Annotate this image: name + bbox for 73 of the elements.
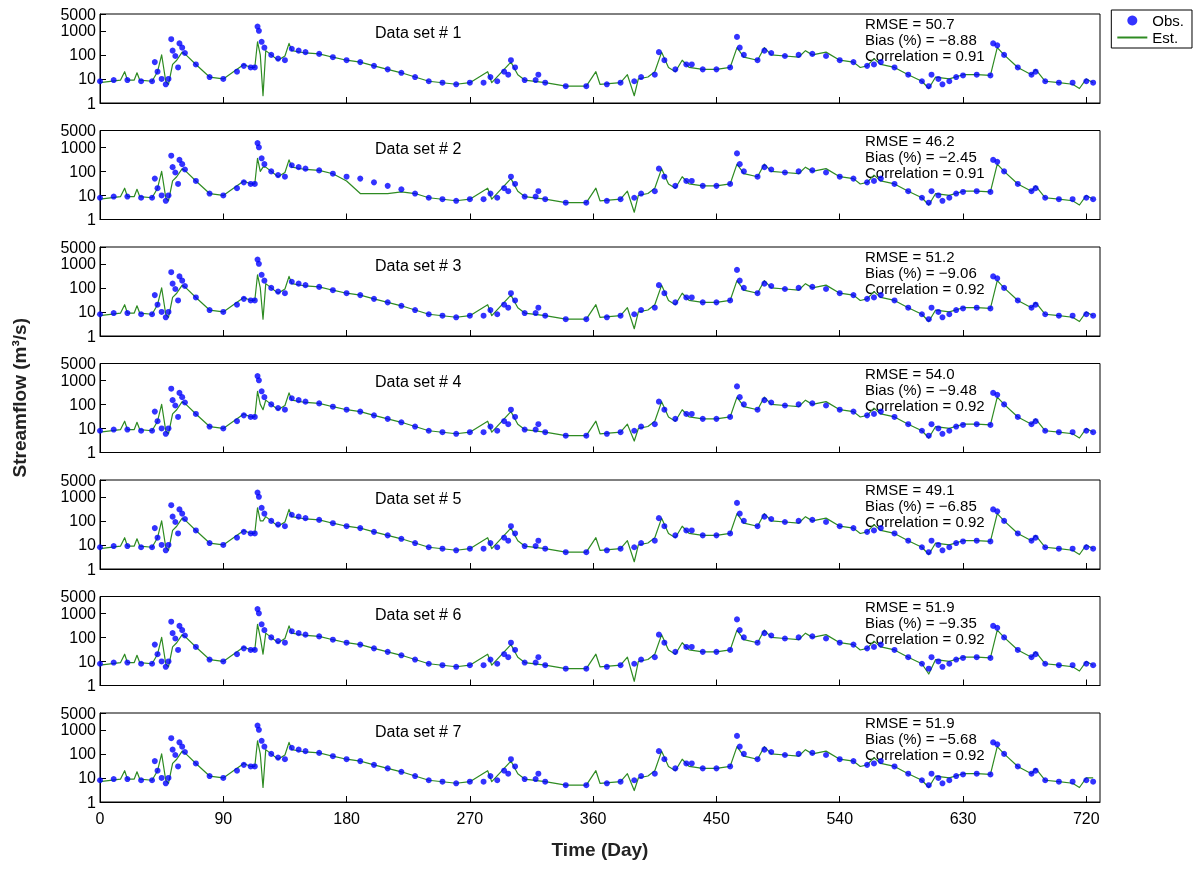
y-tick-label: 5000 bbox=[60, 704, 97, 722]
y-tick-label: 1 bbox=[87, 94, 97, 112]
x-tick-label: 720 bbox=[1072, 809, 1100, 827]
annotation: RMSE = 46.2 bbox=[865, 131, 955, 149]
y-tick-label: 1000 bbox=[60, 721, 97, 739]
y-tick-label: 10 bbox=[78, 419, 97, 437]
y-tick-label: 1000 bbox=[60, 22, 97, 40]
y-tick-label: 1000 bbox=[60, 371, 97, 389]
x-tick-label: 0 bbox=[95, 809, 105, 827]
y-tick-label: 100 bbox=[69, 162, 97, 180]
y-tick-label: 1000 bbox=[60, 255, 97, 273]
annotation: Correlation = 0.92 bbox=[865, 280, 985, 297]
y-tick-label: 1 bbox=[87, 327, 97, 345]
y-tick-label: 100 bbox=[69, 46, 97, 64]
y-tick-label: 5000 bbox=[60, 5, 97, 23]
annotation: RMSE = 51.9 bbox=[865, 714, 955, 731]
y-tick-label: 100 bbox=[69, 279, 97, 297]
legend-label: Obs. bbox=[1152, 12, 1185, 29]
y-tick-label: 10 bbox=[78, 536, 97, 554]
y-tick-label: 1 bbox=[87, 793, 97, 811]
annotation: RMSE = 51.9 bbox=[865, 597, 955, 615]
y-tick-label: 5000 bbox=[60, 355, 97, 372]
y-tick-label: 1 bbox=[87, 211, 97, 228]
y-tick-label: 5000 bbox=[60, 588, 97, 605]
annotation: RMSE = 50.7 bbox=[865, 15, 955, 32]
annotation: Bias (%) = −9.35 bbox=[865, 613, 977, 631]
y-tick-label: 10 bbox=[78, 652, 97, 670]
y-tick-label: 10 bbox=[78, 70, 97, 88]
annotation: Bias (%) = −9.48 bbox=[865, 380, 977, 398]
annotation: Correlation = 0.92 bbox=[865, 513, 985, 530]
y-tick-label: 100 bbox=[69, 512, 97, 530]
y-tick-label: 1 bbox=[87, 677, 97, 694]
y-tick-label: 1000 bbox=[60, 138, 97, 156]
x-tick-label: 630 bbox=[949, 809, 977, 827]
y-axis-title: Streamflow (m³/s) bbox=[9, 317, 30, 478]
annotation: Data set # 2 bbox=[375, 140, 462, 157]
y-tick-label: 100 bbox=[69, 395, 97, 413]
annotation: Bias (%) = −2.45 bbox=[865, 147, 977, 165]
annotation: Bias (%) = −5.68 bbox=[865, 730, 977, 747]
x-tick-label: 450 bbox=[703, 809, 730, 827]
y-tick-label: 10 bbox=[78, 303, 97, 321]
annotation: Data set # 7 bbox=[375, 722, 462, 740]
y-tick-label: 1 bbox=[87, 560, 97, 578]
annotation: Correlation = 0.92 bbox=[865, 746, 985, 763]
y-tick-label: 5000 bbox=[60, 471, 97, 489]
annotation: RMSE = 51.2 bbox=[865, 248, 955, 265]
annotation: RMSE = 49.1 bbox=[865, 481, 955, 498]
annotation: Correlation = 0.91 bbox=[865, 47, 985, 64]
annotation: Bias (%) = −9.06 bbox=[865, 264, 977, 281]
annotation: Data set # 1 bbox=[375, 23, 462, 41]
y-tick-label: 1000 bbox=[60, 604, 97, 622]
y-tick-label: 5000 bbox=[60, 122, 97, 139]
annotation: Data set # 3 bbox=[375, 256, 462, 274]
y-tick-label: 1 bbox=[87, 444, 97, 461]
annotation: Bias (%) = −6.85 bbox=[865, 497, 977, 514]
y-tick-label: 10 bbox=[78, 186, 97, 204]
annotation: RMSE = 54.0 bbox=[865, 364, 955, 382]
x-axis-title: Time (Day) bbox=[551, 839, 649, 860]
annotation: Bias (%) = −8.88 bbox=[865, 31, 977, 48]
y-tick-label: 100 bbox=[69, 745, 97, 763]
annotation: Data set # 6 bbox=[375, 606, 462, 623]
y-tick-label: 1000 bbox=[60, 488, 97, 506]
y-tick-label: 5000 bbox=[60, 238, 97, 256]
x-tick-label: 270 bbox=[456, 809, 484, 827]
y-tick-label: 10 bbox=[78, 769, 97, 787]
x-tick-label: 540 bbox=[826, 809, 854, 827]
legend-label: Est. bbox=[1152, 29, 1179, 46]
annotation: Data set # 4 bbox=[375, 373, 462, 390]
x-tick-label: 360 bbox=[579, 809, 607, 827]
x-tick-label: 180 bbox=[333, 809, 361, 827]
annotation: Data set # 5 bbox=[375, 489, 462, 507]
y-tick-label: 100 bbox=[69, 628, 97, 646]
x-tick-label: 90 bbox=[214, 809, 233, 827]
